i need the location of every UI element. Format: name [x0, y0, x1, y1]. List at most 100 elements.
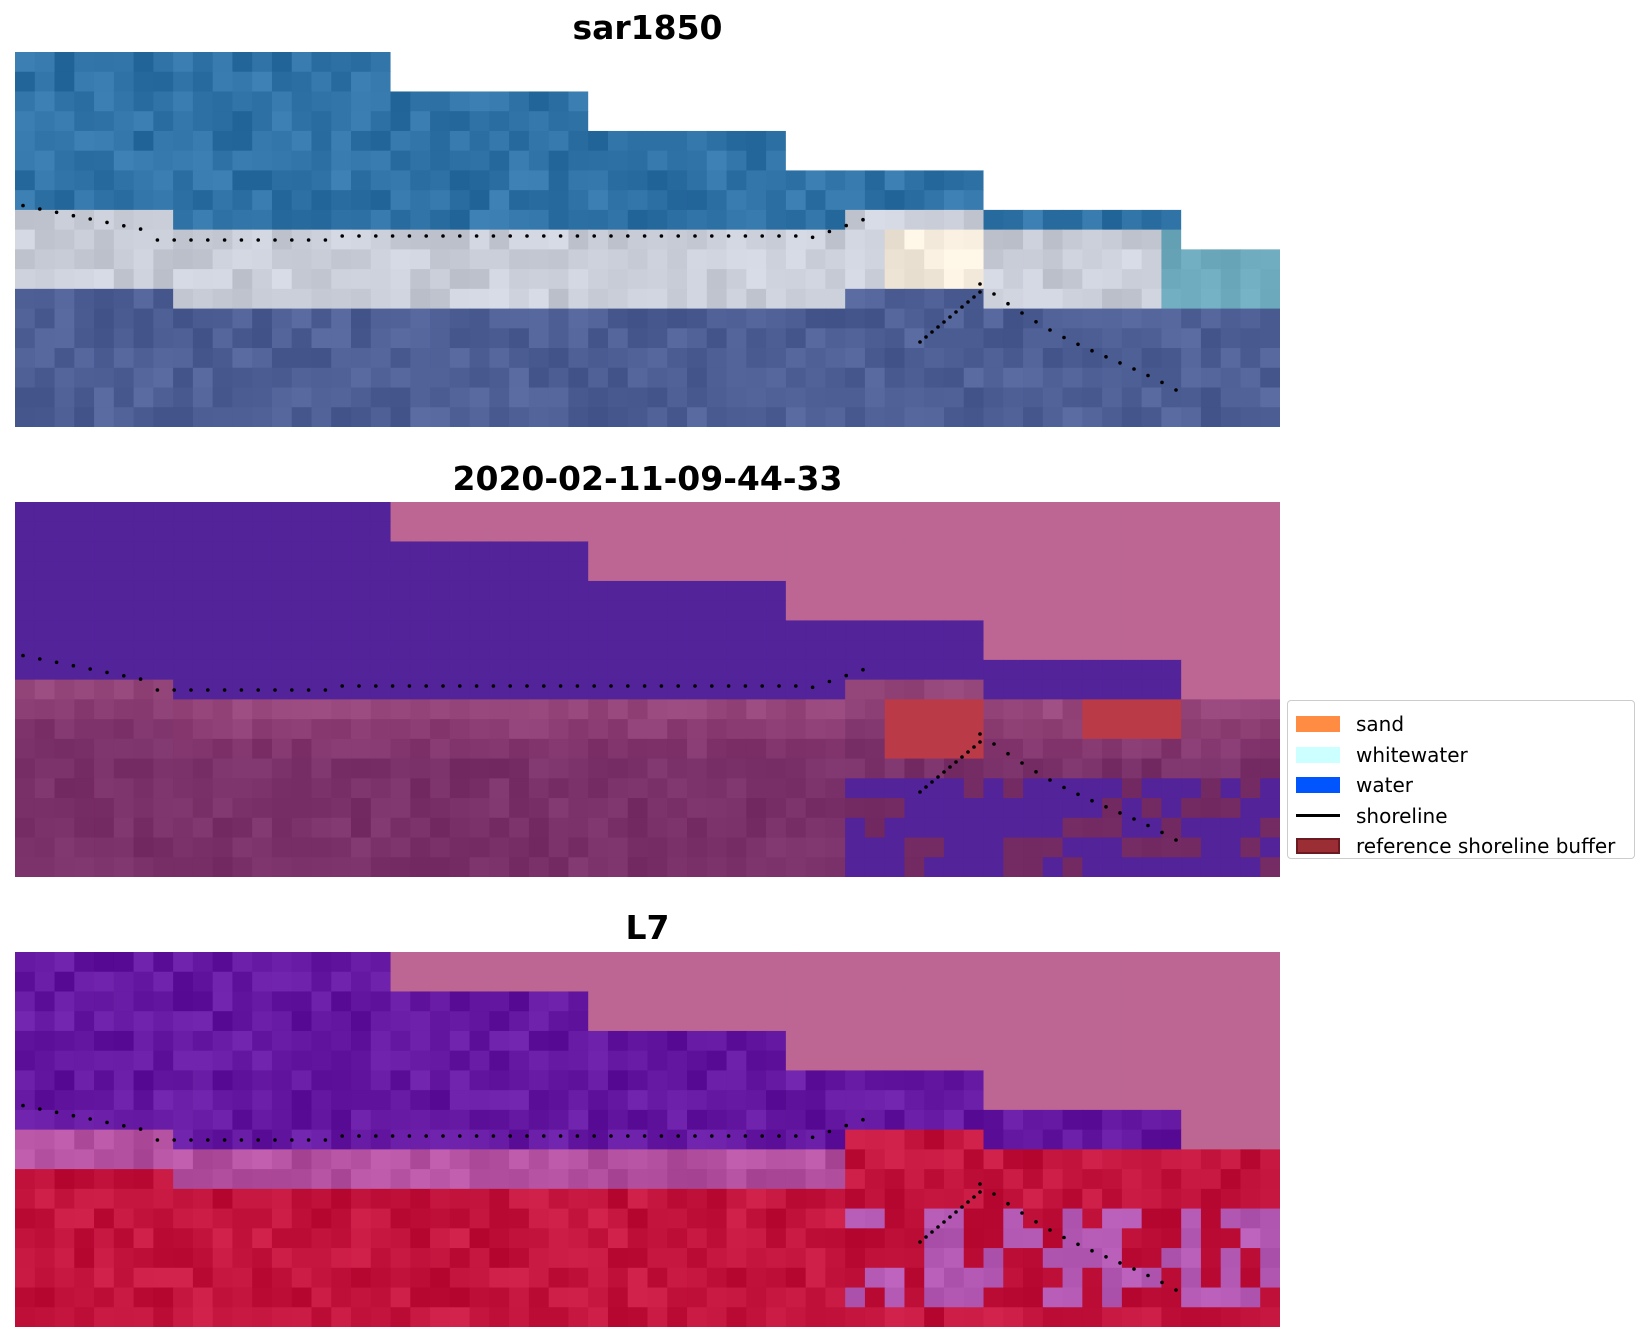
- pixel-cell: [430, 367, 451, 389]
- pixel-cell: [489, 387, 510, 408]
- pixel-cell: [509, 1267, 530, 1289]
- pixel-cell: [1161, 170, 1182, 191]
- pixel-cell: [1260, 719, 1280, 740]
- pixel-cell: [687, 1169, 708, 1190]
- pixel-cell: [469, 288, 490, 310]
- pixel-cell: [252, 778, 273, 799]
- pixel-cell: [528, 1070, 550, 1091]
- pixel-cell: [173, 170, 194, 191]
- pixel-cell: [667, 190, 688, 211]
- pixel-cell: [271, 308, 293, 329]
- pixel-cell: [1042, 111, 1064, 132]
- pixel-cell: [113, 857, 135, 877]
- pixel-cell: [74, 1307, 95, 1327]
- shoreline-point: [206, 1138, 210, 1142]
- pixel-cell: [74, 229, 95, 250]
- pixel-cell: [963, 679, 985, 700]
- pixel-cell: [449, 1228, 471, 1249]
- pixel-cell: [271, 1149, 293, 1170]
- pixel-cell: [647, 209, 668, 231]
- pixel-cell: [351, 150, 372, 172]
- pixel-cell: [687, 190, 708, 211]
- pixel-cell: [173, 1267, 194, 1289]
- pixel-cell: [390, 229, 411, 250]
- pixel-cell: [311, 407, 332, 427]
- pixel-cell: [509, 952, 530, 973]
- pixel-cell: [746, 269, 767, 290]
- pixel-cell: [271, 1011, 293, 1032]
- pixel-cell: [943, 1267, 965, 1289]
- pixel-cell: [1042, 1307, 1064, 1327]
- pixel-cell: [430, 1030, 451, 1052]
- pixel-cell: [884, 249, 906, 270]
- pixel-cell: [1003, 1030, 1024, 1052]
- shoreline-point: [810, 235, 815, 240]
- pixel-cell: [192, 190, 214, 211]
- shoreline-point: [918, 1240, 922, 1244]
- pixel-cell: [311, 348, 332, 369]
- pixel-cell: [785, 190, 807, 211]
- pixel-cell: [568, 209, 589, 231]
- pixel-cell: [370, 111, 392, 132]
- pixel-cell: [1240, 952, 1261, 973]
- pixel-cell: [528, 659, 550, 681]
- pixel-cell: [667, 1109, 688, 1131]
- pixel-cell: [212, 580, 234, 602]
- pixel-cell: [627, 1109, 649, 1131]
- pixel-cell: [528, 111, 550, 132]
- pixel-cell: [943, 837, 965, 858]
- pixel-cell: [153, 738, 174, 760]
- pixel-cell: [173, 620, 194, 641]
- pixel-cell: [627, 150, 649, 172]
- pixel-cell: [232, 1050, 253, 1072]
- pixel-cell: [192, 1129, 214, 1150]
- pixel-cell: [963, 52, 985, 73]
- pixel-cell: [588, 521, 609, 543]
- pixel-cell: [1062, 308, 1083, 329]
- pixel-cell: [1102, 1149, 1123, 1170]
- pixel-cell: [1023, 837, 1044, 858]
- pixel-cell: [430, 837, 451, 858]
- pixel-cell: [271, 1188, 293, 1210]
- pixel-cell: [607, 1208, 629, 1229]
- pixel-cell: [173, 738, 194, 760]
- pixel-cell: [904, 640, 925, 661]
- pixel-cell: [1260, 758, 1280, 779]
- pixel-cell: [588, 1050, 609, 1072]
- pixel-cell: [232, 190, 253, 211]
- pixel-cell: [370, 1208, 392, 1229]
- pixel-cell: [1003, 130, 1024, 152]
- pixel-cell: [924, 269, 945, 290]
- shoreline-point: [1020, 1211, 1024, 1215]
- pixel-cell: [963, 837, 985, 858]
- shoreline-point: [122, 224, 126, 228]
- shoreline-point: [222, 238, 227, 242]
- pixel-cell: [548, 1030, 570, 1052]
- pixel-cell: [489, 1030, 510, 1052]
- pixel-cell: [15, 837, 36, 858]
- shoreline-point: [474, 684, 479, 688]
- pixel-cell: [291, 837, 313, 858]
- pixel-cell: [153, 229, 174, 250]
- pixel-cell: [746, 1169, 767, 1190]
- pixel-cell: [212, 857, 234, 877]
- pixel-cell: [726, 1129, 747, 1150]
- pixel-cell: [687, 561, 708, 582]
- pixel-cell: [924, 991, 945, 1012]
- pixel-cell: [15, 348, 36, 369]
- pixel-cell: [469, 170, 490, 191]
- pixel-cell: [588, 1307, 609, 1327]
- pixel-cell: [805, 1090, 826, 1111]
- pixel-cell: [1200, 308, 1222, 329]
- shoreline-point: [609, 684, 613, 688]
- pixel-cell: [54, 502, 75, 523]
- pixel-cell: [449, 1169, 471, 1190]
- shoreline-point: [760, 234, 764, 238]
- pixel-cell: [1003, 502, 1024, 523]
- pixel-cell: [509, 699, 530, 720]
- pixel-cell: [15, 502, 36, 523]
- pixel-cell: [963, 269, 985, 290]
- pixel-cell: [291, 209, 313, 231]
- pixel-cell: [904, 1030, 925, 1052]
- pixel-cell: [232, 269, 253, 290]
